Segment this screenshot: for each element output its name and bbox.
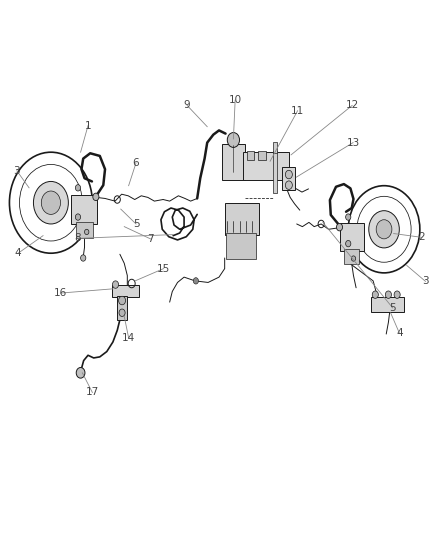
Text: 15: 15 (157, 264, 170, 273)
Text: 2: 2 (418, 232, 424, 243)
Bar (273, 151, 277, 193)
Text: 5: 5 (133, 219, 139, 229)
Bar (283, 166, 295, 190)
Text: 1: 1 (85, 120, 92, 131)
Text: 13: 13 (346, 138, 360, 148)
Text: 7: 7 (147, 234, 154, 244)
Circle shape (119, 296, 126, 305)
Bar (371, 297, 404, 312)
Text: 4: 4 (396, 328, 403, 338)
Bar (344, 249, 359, 264)
Text: 10: 10 (229, 95, 242, 105)
Circle shape (33, 181, 68, 224)
Bar (243, 152, 289, 180)
Circle shape (41, 191, 60, 214)
Circle shape (119, 309, 125, 317)
Text: 3: 3 (14, 166, 20, 176)
Text: 4: 4 (15, 248, 21, 258)
Circle shape (385, 291, 392, 298)
Bar (225, 203, 259, 235)
Circle shape (346, 214, 351, 220)
Text: 16: 16 (54, 288, 67, 298)
Bar (247, 151, 254, 160)
Text: 12: 12 (346, 100, 359, 110)
Circle shape (76, 368, 85, 378)
Circle shape (351, 256, 356, 261)
Text: 6: 6 (133, 158, 139, 168)
Text: 3: 3 (422, 277, 429, 286)
Circle shape (75, 214, 81, 220)
Text: 9: 9 (184, 100, 191, 110)
Text: 11: 11 (291, 106, 304, 116)
Circle shape (394, 291, 400, 298)
Bar (222, 144, 245, 180)
Text: 8: 8 (74, 233, 81, 244)
Circle shape (336, 223, 343, 231)
Circle shape (85, 229, 89, 235)
Circle shape (346, 240, 351, 247)
Circle shape (81, 255, 86, 261)
Text: 17: 17 (86, 387, 99, 398)
Circle shape (376, 220, 392, 239)
Text: 14: 14 (122, 333, 135, 343)
Bar (258, 151, 266, 160)
Text: 5: 5 (389, 303, 396, 313)
Circle shape (286, 181, 292, 189)
Bar (226, 233, 256, 259)
Circle shape (193, 278, 198, 284)
Circle shape (75, 184, 81, 191)
Bar (76, 222, 93, 238)
Bar (112, 285, 139, 297)
Circle shape (113, 281, 119, 288)
Bar (273, 142, 277, 154)
Bar (339, 223, 364, 251)
Circle shape (372, 291, 378, 298)
Bar (71, 195, 97, 224)
Circle shape (369, 211, 399, 248)
Bar (117, 296, 127, 320)
Circle shape (227, 133, 240, 148)
Circle shape (93, 193, 99, 200)
Circle shape (286, 170, 292, 179)
